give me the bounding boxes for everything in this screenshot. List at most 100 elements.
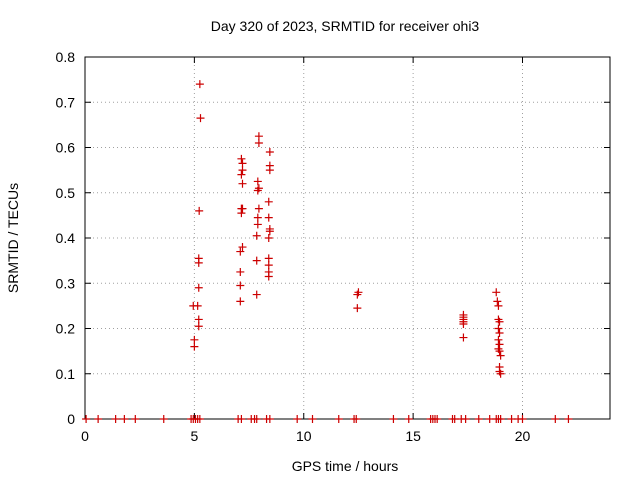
data-point (264, 197, 273, 206)
data-point (120, 415, 129, 423)
data-point (493, 297, 502, 306)
data-point (494, 324, 503, 333)
data-point (252, 256, 261, 265)
data-point (193, 301, 202, 310)
data-point (474, 415, 483, 423)
data-point (254, 132, 263, 141)
data-point (195, 415, 204, 423)
data-point (238, 204, 247, 213)
data-point (492, 288, 501, 297)
axis-ticks: 0 0.1 0.2 0.3 0.4 0.5 0.6 0.7 0.8 0 5 10 15 20 (56, 49, 610, 444)
data-point (253, 220, 262, 229)
y-tick-label: 0.4 (56, 230, 76, 246)
data-point (236, 281, 245, 290)
data-point (94, 415, 103, 423)
data-point (254, 204, 263, 213)
plot-frame (84, 56, 611, 420)
data-point (433, 415, 442, 423)
data-point (264, 213, 273, 222)
y-tick-label: 0.1 (56, 366, 76, 382)
x-tick-label: 0 (81, 428, 89, 444)
data-point (564, 415, 573, 423)
data-point (194, 315, 203, 324)
data-point (194, 322, 203, 331)
data-point (252, 231, 261, 240)
data-point (461, 415, 470, 423)
data-point (236, 247, 245, 256)
data-point (254, 138, 263, 147)
data-point (353, 304, 362, 313)
data-point (253, 177, 262, 186)
data-point (293, 415, 302, 423)
data-point (237, 415, 246, 423)
data-point (404, 415, 413, 423)
y-tick-label: 0.7 (56, 94, 76, 110)
data-point (82, 415, 91, 423)
data-point (494, 335, 503, 344)
data-points (82, 80, 573, 423)
data-point (190, 335, 199, 344)
data-point (265, 224, 274, 233)
chart-title: Day 320 of 2023, SRMTID for receiver ohi… (211, 18, 480, 34)
data-point (495, 329, 504, 338)
data-point (495, 347, 504, 356)
data-point (496, 369, 505, 378)
y-tick-label: 0.3 (56, 275, 76, 291)
data-point (236, 297, 245, 306)
y-tick-label: 0.6 (56, 140, 76, 156)
data-point (265, 161, 274, 170)
y-tick-label: 0.5 (56, 185, 76, 201)
x-tick-label: 20 (515, 428, 531, 444)
data-point (459, 333, 468, 342)
data-point (131, 415, 140, 423)
data-point (238, 243, 247, 252)
x-tick-label: 15 (405, 428, 421, 444)
data-point (194, 254, 203, 263)
data-point (195, 206, 204, 215)
data-point (237, 170, 246, 179)
data-point (195, 80, 204, 89)
data-point (238, 159, 247, 168)
data-point (252, 290, 261, 299)
data-point (496, 351, 505, 360)
data-point (354, 288, 363, 297)
data-point (159, 415, 168, 423)
x-axis-label: GPS time / hours (292, 458, 399, 474)
data-point (518, 415, 527, 423)
data-point (253, 213, 262, 222)
data-point (308, 415, 317, 423)
data-point (495, 340, 504, 349)
data-point (264, 234, 273, 242)
data-point (254, 184, 263, 193)
data-point (334, 415, 343, 423)
data-point (459, 310, 468, 319)
y-tick-label: 0.2 (56, 321, 76, 337)
data-point (389, 415, 398, 423)
x-tick-label: 5 (190, 428, 198, 444)
data-point (236, 267, 245, 276)
data-point (190, 342, 199, 351)
data-point (196, 114, 205, 123)
y-tick-label: 0 (67, 411, 75, 427)
data-point (265, 415, 274, 423)
data-point (352, 415, 361, 423)
data-point (551, 415, 560, 423)
y-axis-label: SRMTID / TECUs (5, 183, 21, 293)
data-point (264, 261, 273, 270)
data-point (496, 415, 505, 423)
data-point (237, 154, 246, 163)
data-point (238, 179, 247, 188)
x-tick-label: 10 (296, 428, 312, 444)
data-point (494, 301, 503, 310)
data-point (265, 148, 274, 157)
data-point (111, 415, 120, 423)
data-point (252, 415, 261, 423)
y-tick-label: 0.8 (56, 49, 76, 65)
data-point (238, 166, 247, 175)
data-point (264, 267, 273, 276)
grid-lines (85, 57, 610, 419)
data-point (194, 283, 203, 292)
data-point (264, 254, 273, 263)
data-point (495, 317, 504, 326)
